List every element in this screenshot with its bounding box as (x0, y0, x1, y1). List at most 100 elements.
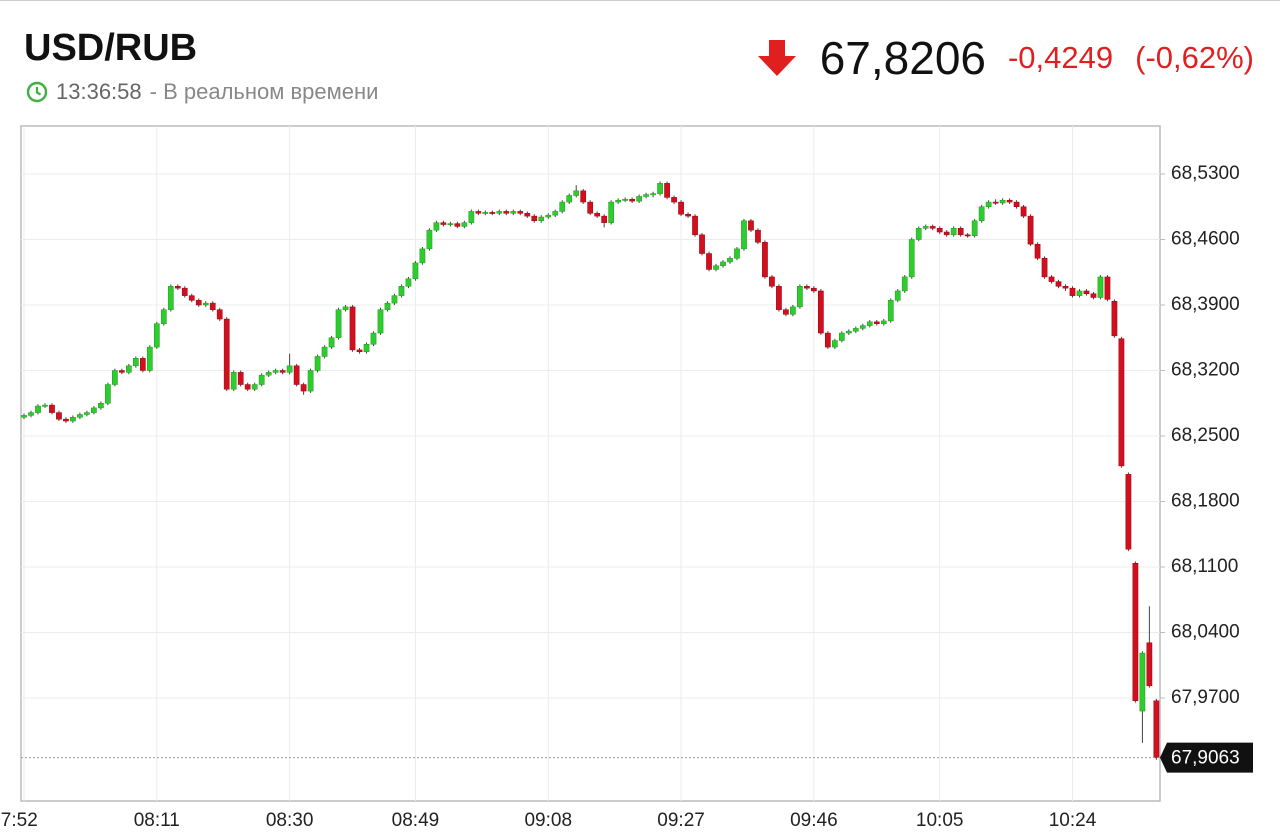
candle-body (251, 384, 258, 390)
x-tick-label: 09:46 (790, 810, 838, 831)
candle-body (335, 309, 342, 338)
candle-body (580, 190, 587, 203)
candle-body (936, 228, 943, 233)
candle-body (922, 226, 929, 229)
candle-body (146, 346, 153, 371)
candle-body (216, 309, 223, 320)
candle-body (49, 404, 55, 413)
status-row: 13:36:58 - В реальном времени (26, 79, 378, 105)
y-tick-label: 68,3900 (1171, 294, 1240, 315)
candle-body (1013, 201, 1020, 207)
candle-body (727, 257, 733, 263)
candle-body (985, 201, 992, 207)
last-price: 67,8206 (819, 32, 986, 84)
candle-body (293, 365, 300, 385)
candle-body (1097, 276, 1104, 298)
candle-body (957, 228, 964, 236)
y-tick-label: 68,0400 (1171, 621, 1240, 642)
candle-body (915, 228, 922, 240)
y-tick-label: 68,2500 (1171, 425, 1240, 446)
candle-body (636, 196, 642, 202)
candle-body (1027, 215, 1034, 245)
candle-body (517, 211, 524, 214)
candle-body (601, 215, 608, 223)
candle-body (209, 302, 216, 310)
candle-body (482, 212, 489, 214)
candle-body (223, 318, 230, 390)
candle-body (314, 356, 321, 371)
candle-body (531, 215, 538, 222)
candle-body (244, 384, 251, 390)
candle-body (1034, 243, 1041, 259)
candle-body (496, 211, 503, 214)
candle-body (741, 220, 747, 250)
candle-body (21, 415, 27, 418)
candle-body (363, 344, 370, 353)
candle-body (42, 404, 48, 407)
down-arrow (757, 40, 796, 76)
candle-body (831, 340, 838, 348)
candle-body (943, 231, 950, 236)
candle-body (272, 370, 279, 373)
candle-body (300, 384, 307, 392)
candle-body (566, 195, 573, 203)
candle-body (1153, 700, 1160, 758)
candle-body (964, 234, 971, 237)
candle-body (608, 201, 615, 223)
candle-body (188, 295, 195, 301)
candle-body (174, 286, 181, 289)
candle-body (391, 295, 398, 304)
candle-body (1069, 287, 1076, 296)
candle-body (279, 370, 286, 373)
status-text: - В реальном времени (149, 79, 379, 104)
candle-body (1048, 276, 1055, 282)
candle-body (845, 330, 852, 334)
candle-body (112, 370, 118, 385)
x-tick-label: 10:05 (916, 810, 964, 831)
y-tick-label: 68,5300 (1171, 163, 1240, 184)
candle-body (342, 306, 349, 310)
change: -0,4249 (1007, 40, 1114, 75)
candle-body (866, 321, 873, 326)
candle-body (1041, 257, 1048, 278)
candle-body (657, 183, 663, 194)
candle-body (901, 276, 908, 292)
y-tick-label: 67,9700 (1171, 687, 1240, 708)
candle-body (1062, 286, 1069, 289)
candle-body (349, 306, 356, 351)
candle-body (489, 212, 496, 214)
candle-body (720, 261, 726, 266)
candle-body (685, 213, 691, 217)
candle-body (643, 194, 649, 197)
candle-body (999, 199, 1006, 204)
candle-body (419, 248, 426, 264)
candle-body (545, 214, 552, 218)
candle-body (167, 286, 174, 310)
candle-body (230, 372, 237, 390)
candle-body (783, 309, 789, 315)
candle-body (475, 211, 482, 214)
candle-body (265, 372, 272, 376)
candle-body (377, 309, 384, 334)
candle-body (132, 358, 139, 367)
update-time: 13:36:58 (56, 79, 142, 104)
candle-body (126, 365, 132, 373)
y-tick-label: 68,4600 (1171, 229, 1240, 250)
candle-body (1139, 652, 1146, 712)
candle-body (818, 290, 824, 334)
candle-body (1090, 293, 1097, 298)
candle-body (321, 346, 328, 357)
candle-body (908, 239, 915, 278)
plot-frame (20, 125, 1161, 802)
x-tick-label: 10:24 (1049, 810, 1097, 831)
candle-body (762, 242, 768, 278)
candle-body (524, 213, 531, 217)
candle-body (838, 332, 845, 341)
candle-body (622, 199, 628, 201)
candle-body (559, 201, 566, 212)
candle-body (748, 220, 754, 231)
y-tick-label: 68,1100 (1171, 556, 1238, 577)
candle-body (91, 407, 97, 413)
candle-body (454, 223, 461, 227)
candle-body (98, 402, 104, 409)
